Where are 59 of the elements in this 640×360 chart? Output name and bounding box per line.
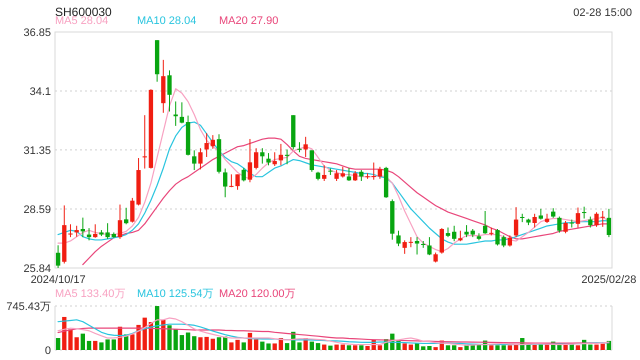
bar	[316, 343, 320, 350]
text: MA5 28.04	[55, 15, 108, 27]
bar	[600, 344, 605, 350]
bar	[254, 339, 258, 350]
bar	[242, 342, 246, 350]
bar	[310, 342, 314, 350]
bar	[452, 345, 456, 350]
bar	[229, 342, 234, 350]
bar	[80, 334, 86, 350]
bar	[359, 345, 364, 350]
bar	[142, 318, 147, 350]
y-tick-label: 25.84	[23, 263, 51, 275]
y-tick-label: 31.35	[23, 144, 51, 157]
text: MA20 27.90	[219, 15, 278, 27]
y-tick-label: 36.85	[23, 27, 51, 39]
bar	[216, 337, 222, 350]
bar	[235, 340, 240, 350]
bar	[86, 340, 92, 350]
x-tick-label: 2025/02/28	[581, 274, 636, 286]
bar	[93, 340, 98, 350]
bar	[538, 344, 543, 350]
bar	[56, 338, 60, 350]
y-tick-label: 34.1	[30, 86, 51, 98]
bar	[99, 342, 104, 350]
bar	[489, 345, 494, 350]
bar	[594, 344, 599, 350]
text: 02-28 15:00	[573, 7, 632, 19]
text: MA5 133.40万	[55, 288, 126, 300]
bar	[154, 306, 160, 350]
bar	[508, 345, 512, 350]
bar	[532, 344, 537, 350]
text: MA10 125.54万	[137, 288, 214, 300]
y-tick-label: 28.59	[23, 204, 51, 216]
bar	[502, 345, 506, 350]
bar	[186, 332, 190, 350]
line-series	[57, 328, 610, 344]
bar	[130, 334, 135, 350]
bar	[260, 342, 264, 350]
text: MA20 120.00万	[219, 288, 296, 300]
bar	[365, 346, 370, 350]
bar	[198, 337, 203, 350]
bar	[266, 343, 271, 350]
bar	[223, 336, 228, 350]
bar	[470, 345, 475, 350]
y-tick-label: 0	[44, 345, 51, 357]
bar	[427, 346, 432, 350]
bar	[458, 347, 463, 350]
bar	[297, 342, 302, 350]
bar	[74, 337, 79, 350]
bar	[353, 345, 358, 350]
bar	[570, 344, 574, 350]
bar	[328, 346, 333, 350]
bar	[563, 344, 568, 350]
bar	[192, 336, 196, 350]
x-tick-label: 2024/10/17	[30, 274, 86, 286]
y-tick-label: 745.43万	[6, 301, 51, 313]
bar	[322, 344, 326, 350]
bar	[421, 346, 426, 350]
text: MA10 28.04	[137, 15, 196, 27]
